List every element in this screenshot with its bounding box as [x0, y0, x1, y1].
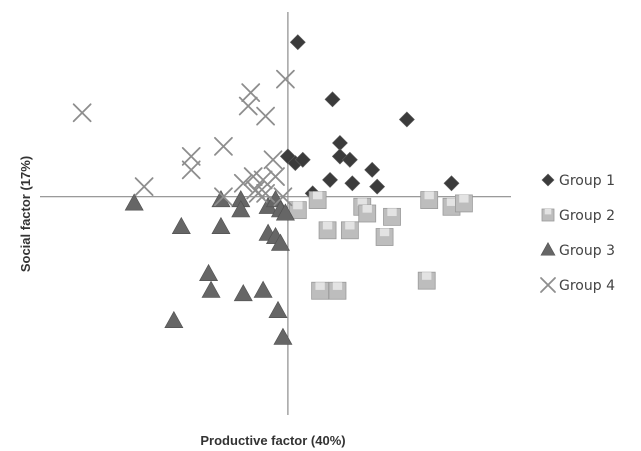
- point-group4-6: [214, 136, 233, 156]
- point-group4-13: [233, 173, 253, 193]
- legend-label-group-4: Group 4: [559, 278, 615, 294]
- point-group3-19: [164, 310, 184, 329]
- point-group4-15: [134, 177, 154, 197]
- point-group1-8: [294, 151, 311, 168]
- point-group3-20: [273, 327, 293, 345]
- point-group1-11: [364, 161, 381, 178]
- legend: Group 1 Group 2 Group 3 Group 4: [540, 173, 615, 294]
- legend-item-group-3: Group 3: [540, 242, 615, 259]
- legend-label-group-2: Group 2: [559, 208, 615, 224]
- plot-points: [72, 34, 473, 345]
- point-group4-3: [238, 96, 258, 116]
- point-group3-9: [171, 216, 191, 234]
- point-group3-13: [270, 233, 290, 251]
- point-group4-19: [273, 187, 293, 207]
- point-group3-16: [233, 284, 253, 302]
- legend-item-group-2: Group 2: [541, 208, 615, 224]
- point-group2-12: [417, 271, 436, 290]
- point-group2-11: [375, 228, 394, 246]
- point-group1-10: [341, 151, 358, 168]
- point-group4-18: [256, 183, 275, 203]
- point-group3-8: [231, 200, 251, 218]
- point-group3-17: [253, 280, 273, 298]
- point-group1-4: [332, 135, 348, 151]
- legend-item-group-4: Group 4: [540, 277, 615, 294]
- x-axis-title: Productive factor (40%): [200, 433, 345, 448]
- point-group1-13: [344, 175, 361, 192]
- point-group4-10: [266, 167, 285, 186]
- point-group4-7: [181, 147, 201, 166]
- point-group2-14: [328, 281, 347, 300]
- point-group1-12: [322, 171, 338, 188]
- point-group1-2: [324, 91, 341, 108]
- point-group2-4: [420, 191, 439, 209]
- point-group3-10: [211, 216, 231, 234]
- legend-marker-square: [541, 208, 555, 222]
- point-group4-8: [181, 160, 201, 180]
- legend-marker-cross: [540, 277, 556, 293]
- point-group4-4: [256, 106, 275, 126]
- point-group4-17: [246, 180, 266, 200]
- point-group1-1: [289, 34, 306, 51]
- point-group2-9: [318, 221, 337, 240]
- legend-marker-triangle: [540, 242, 556, 256]
- point-group3-18: [268, 300, 288, 318]
- legend-label-group-3: Group 3: [559, 243, 615, 259]
- point-group4-5: [276, 69, 295, 89]
- point-group2-7: [358, 204, 377, 223]
- point-group1-15: [443, 175, 460, 192]
- point-group2-1: [308, 191, 327, 209]
- legend-marker-diamond: [541, 173, 555, 187]
- point-group2-2: [288, 201, 307, 220]
- point-group4-1: [72, 103, 92, 123]
- point-group2-6: [454, 194, 473, 213]
- point-group2-10: [340, 221, 359, 240]
- point-group2-13: [311, 281, 330, 300]
- y-axis-title: Social factor (17%): [18, 156, 33, 272]
- point-group1-14: [369, 178, 386, 195]
- point-group3-1: [124, 193, 144, 211]
- point-group3-14: [199, 263, 219, 282]
- point-group1-3: [398, 111, 415, 128]
- point-group4-9: [263, 150, 283, 170]
- legend-label-group-1: Group 1: [559, 173, 615, 189]
- point-group2-8: [383, 207, 401, 226]
- point-group4-16: [214, 187, 233, 207]
- legend-item-group-1: Group 1: [541, 173, 615, 189]
- point-group3-15: [201, 280, 221, 298]
- point-group3-7: [275, 203, 295, 221]
